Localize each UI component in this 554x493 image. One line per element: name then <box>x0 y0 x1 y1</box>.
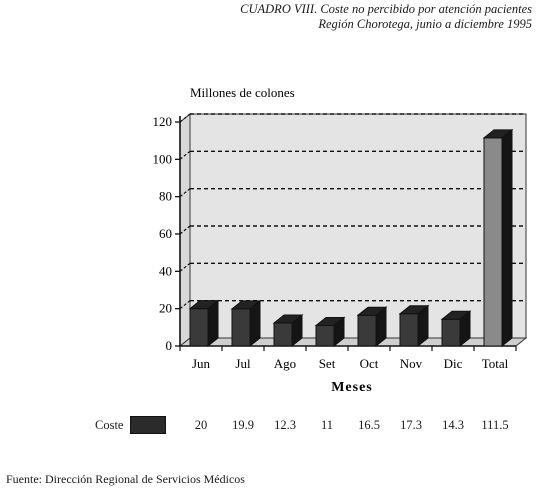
y-tick-label: 100 <box>153 151 173 166</box>
chart-title-block: CUADRO VIII. Coste no percibido por aten… <box>240 2 532 32</box>
gridline-side <box>179 300 191 310</box>
gridline-side <box>179 188 191 198</box>
x-tick-label: Jun <box>192 356 211 371</box>
value-cell-nov: 17.3 <box>400 418 422 432</box>
value-cell-dic: 14.3 <box>442 418 464 432</box>
gridline-side <box>179 262 191 272</box>
bar-dic <box>440 310 472 348</box>
bar-jul <box>230 299 262 348</box>
value-cell-oct: 16.5 <box>358 418 380 432</box>
bar-oct <box>356 306 388 348</box>
bar-nov <box>398 304 430 348</box>
value-cell-jul: 19.9 <box>232 418 254 432</box>
y-tick-label: 20 <box>159 301 172 316</box>
x-tick-label: Jul <box>235 356 251 371</box>
y-tick-label: 120 <box>153 114 173 129</box>
source-note: Fuente: Dirección Regional de Servicios … <box>6 472 245 486</box>
chart-title: CUADRO VIII. Coste no percibido por aten… <box>240 2 532 16</box>
gridline-side <box>179 150 191 160</box>
value-cell-jun: 20 <box>194 418 208 432</box>
bar-total <box>482 128 514 348</box>
bar-chart: 0 20 40 60 80 100 120 Millones de colones Jun Jul… <box>153 85 528 395</box>
chart-subtitle: Región Chorotega, junio a diciembre 1995 <box>318 17 532 31</box>
x-tick-label: Nov <box>400 356 423 371</box>
value-cell-ago: 12.3 <box>274 418 296 432</box>
bar-ago <box>272 313 304 348</box>
gridline-side <box>179 225 191 235</box>
x-tick-label: Set <box>319 356 336 371</box>
x-axis-title: Meses <box>331 380 373 395</box>
y-tick-label: 0 <box>166 338 173 353</box>
y-tick-label: 80 <box>159 189 172 204</box>
data-table-row: Coste 20 19.9 12.3 11 16.5 17.3 14.3 111.5 <box>0 416 554 436</box>
value-cell-total: 111.5 <box>481 418 509 432</box>
x-tick-label: Total <box>482 356 509 371</box>
y-axis-title: Millones de colones <box>190 85 295 100</box>
legend-label: Coste <box>95 418 124 432</box>
value-cell-set: 11 <box>320 418 334 432</box>
y-tick-label: 60 <box>159 226 172 241</box>
x-tick-label: Dic <box>444 356 463 371</box>
x-tick-label: Oct <box>360 356 379 371</box>
gridline-side <box>179 113 191 123</box>
legend-swatch <box>130 416 166 434</box>
y-tick-label: 40 <box>159 263 172 278</box>
bar-set <box>314 316 346 348</box>
x-tick-label: Ago <box>274 356 296 371</box>
bar-jun <box>188 299 220 348</box>
